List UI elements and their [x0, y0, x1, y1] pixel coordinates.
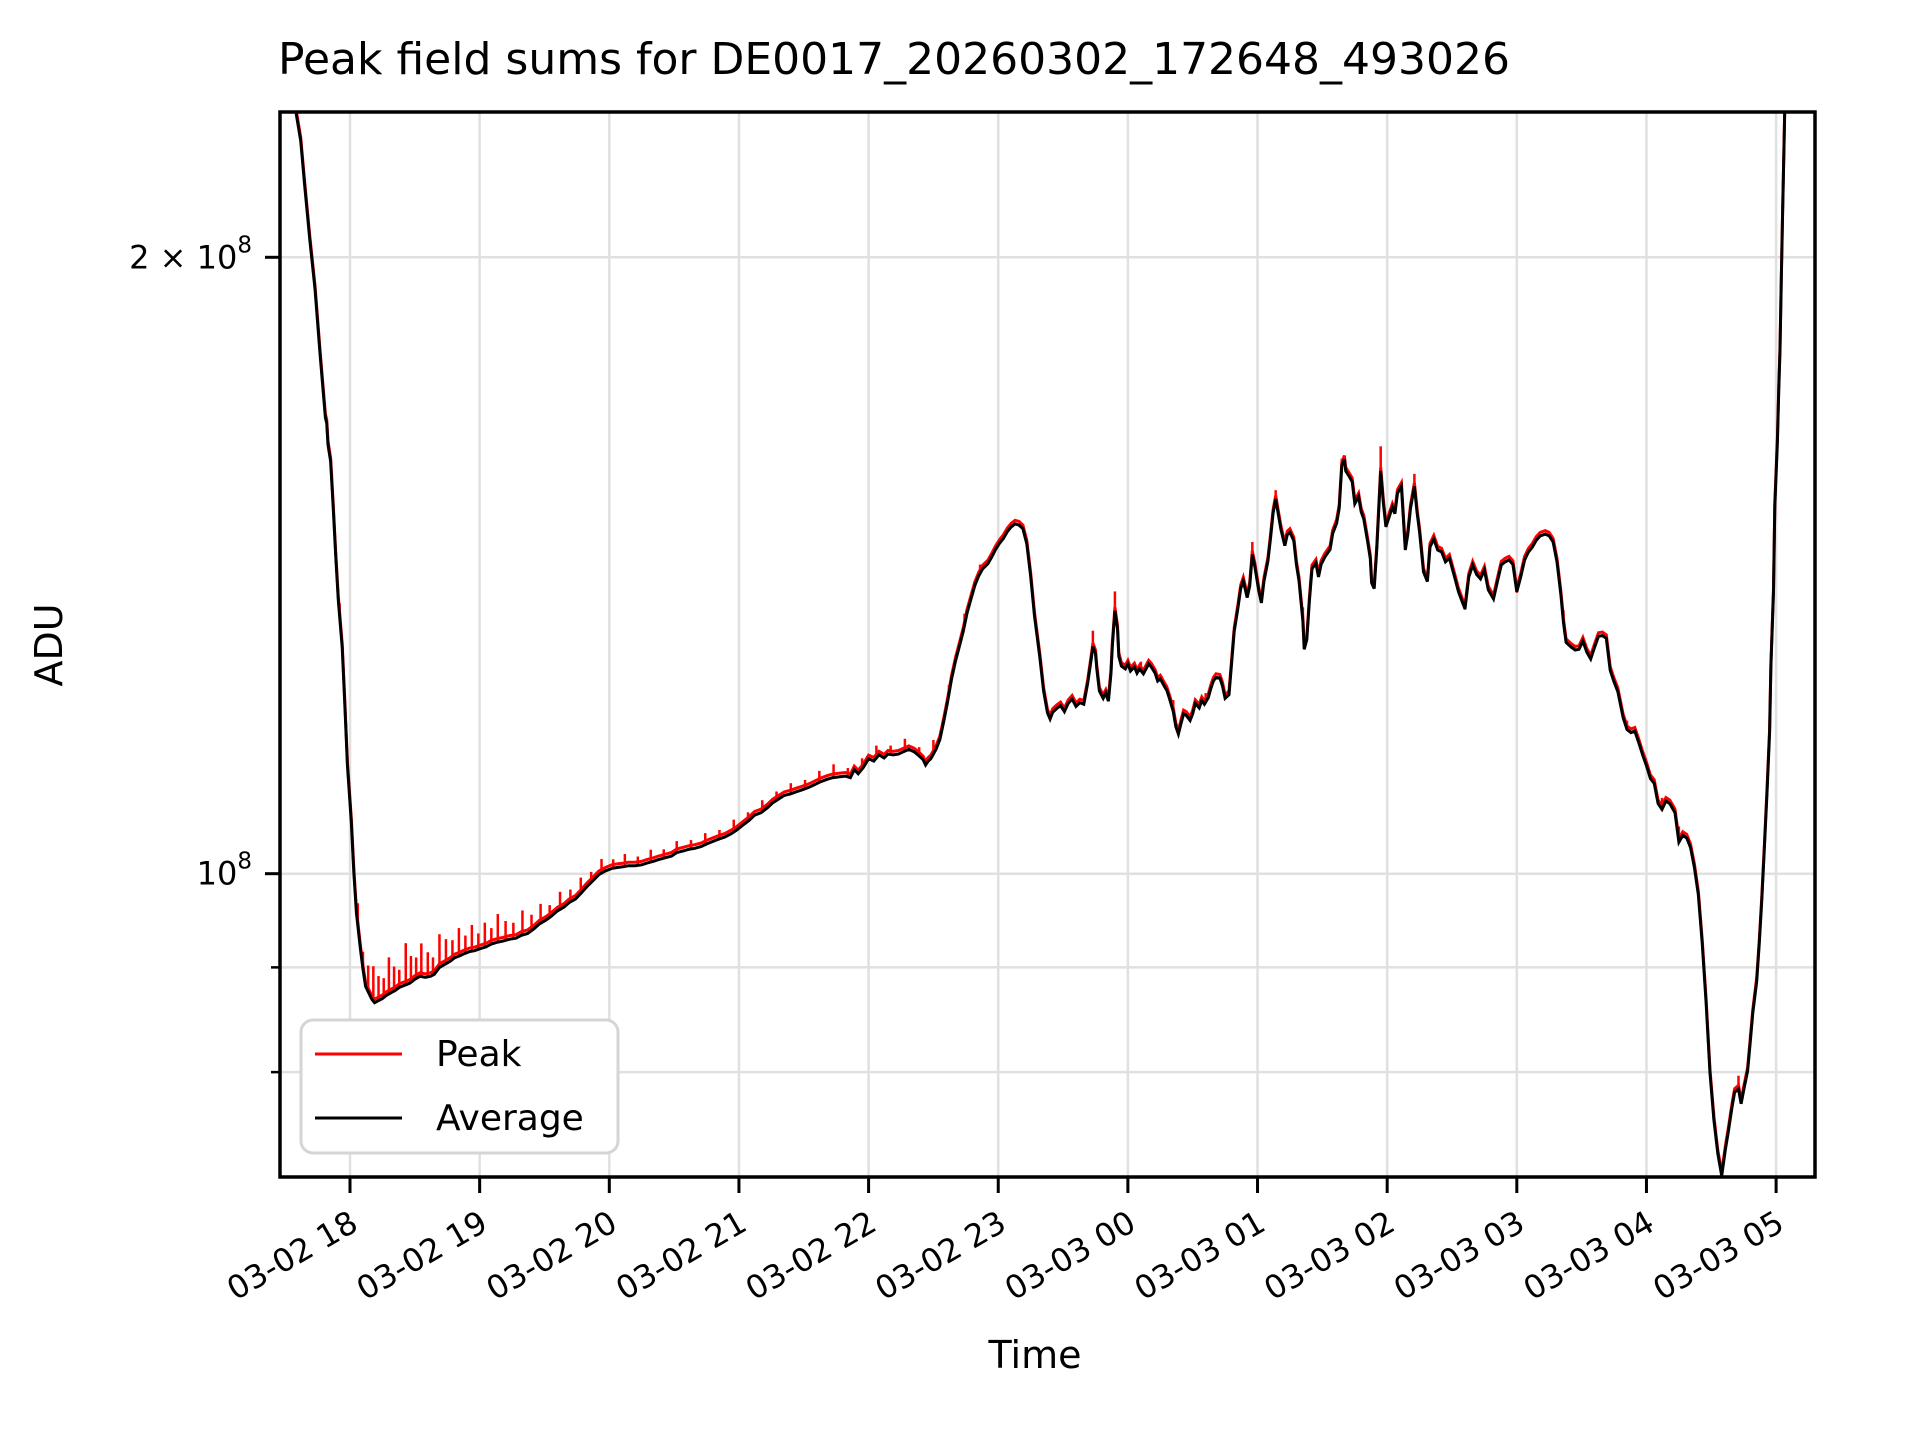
x-tick-label: 03-02 20: [480, 1203, 624, 1308]
x-axis-title: Time: [988, 1333, 1082, 1377]
x-tick-label: 03-03 00: [998, 1203, 1142, 1308]
x-tick-label: 03-02 19: [350, 1203, 494, 1308]
x-tick-label: 03-03 03: [1387, 1203, 1531, 1308]
x-tick-label: 03-03 04: [1517, 1203, 1661, 1308]
chart-title: Peak field sums for DE0017_20260302_1726…: [278, 34, 1510, 85]
plot-area: [280, 112, 1815, 1177]
legend-average-label: Average: [436, 1098, 584, 1139]
x-tick-label: 03-03 01: [1128, 1203, 1272, 1308]
legend: Peak Average: [299, 1018, 620, 1155]
legend-peak-label: Peak: [436, 1034, 522, 1075]
x-tick-label: 03-03 02: [1258, 1203, 1402, 1308]
x-tick-label: 03-02 18: [220, 1203, 364, 1308]
average-line: [294, 112, 1787, 1177]
average-line-series: [294, 112, 1787, 1177]
y-axis-title: ADU: [27, 603, 71, 686]
y-axis: 108 2 × 108: [129, 232, 280, 1074]
y-tick-label: 2 × 108: [129, 232, 252, 276]
x-tick-label: 03-02 22: [739, 1203, 883, 1308]
x-tick-label: 03-02 23: [869, 1203, 1013, 1308]
y-tick-label: 108: [197, 849, 252, 893]
axes-spines: [278, 110, 1817, 1179]
grid-lines: [280, 112, 1815, 1177]
x-tick-label: 03-02 21: [609, 1203, 753, 1308]
x-tick-label: 03-03 05: [1647, 1203, 1791, 1308]
